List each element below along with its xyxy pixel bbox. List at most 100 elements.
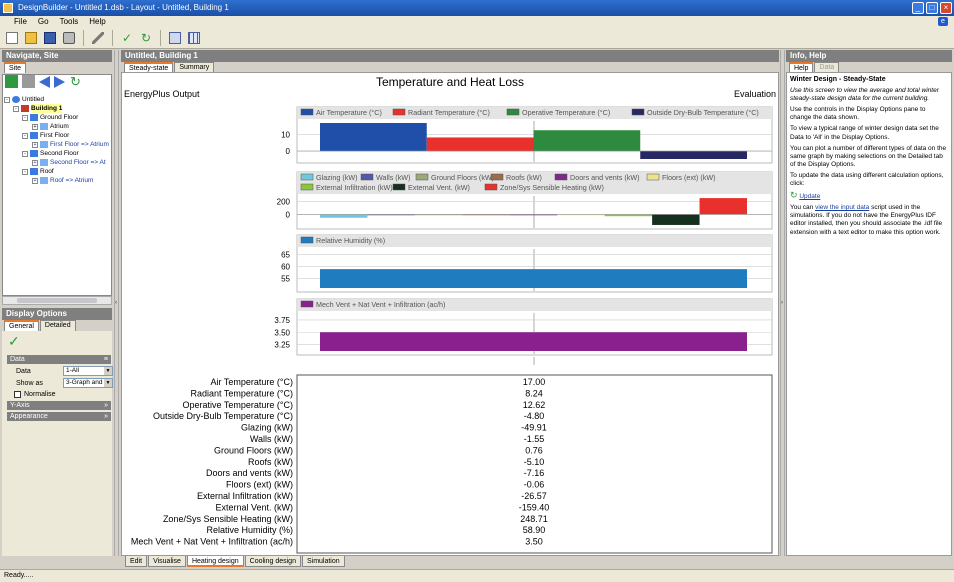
maximize-button[interactable]: □ — [926, 2, 938, 14]
bar — [320, 214, 368, 218]
section-y-axis[interactable]: Y-Axis» — [7, 401, 111, 410]
tab-summary[interactable]: Summary — [174, 62, 215, 73]
layout-button[interactable] — [167, 30, 183, 46]
grid-button[interactable] — [186, 30, 202, 46]
bar — [320, 123, 427, 152]
refresh-icon: ↻ — [140, 30, 152, 45]
y-tick-label: 60 — [281, 263, 290, 272]
site-tab-row: Site — [4, 62, 27, 73]
tab-steady-state[interactable]: Steady-state — [124, 62, 174, 73]
legend-swatch — [554, 173, 568, 181]
grid-icon — [188, 31, 200, 44]
chart-area: Temperature and Heat Loss EnergyPlus Outp… — [121, 72, 779, 556]
table-row-value: -4.80 — [524, 411, 545, 421]
minimize-button[interactable]: _ — [912, 2, 924, 14]
help-e-icon[interactable]: e — [938, 17, 948, 26]
check-button[interactable]: ✓ — [119, 30, 135, 46]
open-button[interactable] — [23, 30, 39, 46]
toolbar-separator — [83, 29, 84, 46]
tab-visualise[interactable]: Visualise — [148, 556, 186, 567]
new-file-icon — [6, 31, 18, 44]
chart-right-caption: Evaluation — [734, 89, 776, 99]
tab-detailed[interactable]: Detailed — [39, 320, 76, 331]
y-tick-label: 65 — [281, 251, 290, 260]
info-panel-title: Info, Help — [786, 50, 952, 62]
tab-general[interactable]: General — [4, 320, 39, 331]
tree-node-zone[interactable]: + Atrium — [32, 123, 69, 130]
table-row-value: -0.06 — [524, 480, 545, 490]
tab-cooling-design[interactable]: Cooling design — [244, 556, 301, 567]
right-splitter[interactable]: › — [780, 50, 785, 556]
menu-help[interactable]: Help — [89, 17, 106, 26]
legend-swatch — [484, 183, 498, 191]
help-intro: Use this screen to view the average and … — [790, 87, 939, 103]
scrollbar-thumb[interactable] — [17, 298, 97, 303]
go-up-icon[interactable] — [5, 75, 18, 88]
menu-go[interactable]: Go — [37, 17, 49, 26]
tree-node-block[interactable]: - Ground Floor — [4, 113, 109, 122]
tree-node-block[interactable]: - Second Floor — [4, 149, 109, 158]
update-link[interactable]: Update — [799, 193, 821, 201]
refresh-button[interactable]: ↻ — [138, 30, 154, 46]
show-as-select[interactable]: 3-Graph and t ▼ — [63, 378, 113, 388]
tools-button[interactable] — [90, 30, 106, 46]
view-input-data-link[interactable]: view the input data — [815, 204, 870, 212]
menu-file[interactable]: File — [14, 17, 27, 26]
normalise-checkbox[interactable] — [14, 391, 21, 398]
left-splitter[interactable]: ‹ — [114, 50, 119, 556]
dropdown-arrow-icon: ▼ — [104, 379, 112, 387]
chart-left-caption: EnergyPlus Output — [124, 89, 200, 99]
tree-node-zone[interactable]: + Roof => Atrium — [32, 177, 94, 184]
tab-edit[interactable]: Edit — [125, 556, 148, 567]
tree-node-block[interactable]: - Roof — [4, 167, 109, 176]
y-tick-label: 3.50 — [274, 328, 290, 337]
data-select[interactable]: 1-All ▼ — [63, 366, 113, 376]
y-tick-label: 3.25 — [274, 341, 290, 350]
window-title: DesignBuilder - Untitled 1.dsb - Layout … — [18, 3, 229, 12]
center-tabs: Steady-state Summary — [124, 62, 215, 73]
bar — [699, 198, 747, 215]
section-data[interactable]: Data ≡ — [7, 355, 111, 364]
refresh-icon[interactable]: ↻ — [70, 74, 81, 89]
tree-node-zone[interactable]: + Second Floor => At — [32, 159, 106, 166]
legend-swatch — [300, 108, 314, 116]
section-appearance[interactable]: Appearance» — [7, 412, 111, 421]
forward-arrow-icon[interactable] — [54, 75, 65, 88]
tree-node-site[interactable]: - Untitled — [4, 95, 109, 104]
y-tick-label: 0 — [286, 210, 291, 219]
close-button[interactable]: × — [940, 2, 952, 14]
tree-node-zone[interactable]: + First Floor => Atrium — [32, 141, 109, 148]
show-as-label: Show as — [16, 380, 43, 387]
display-options-title: Display Options — [2, 308, 112, 320]
zone-icon — [40, 159, 48, 166]
tree-horizontal-scrollbar[interactable] — [2, 296, 112, 305]
legend-swatch — [646, 173, 660, 181]
table-row-label: Doors and vents (kW) — [206, 468, 293, 478]
legend-label: Doors and vents (kW) — [570, 173, 640, 182]
site-tree: - Untitled - Building 1 - Ground Floor + Atr… — [4, 95, 109, 185]
new-file-button[interactable] — [4, 30, 20, 46]
save-button[interactable] — [42, 30, 58, 46]
table-row-value: 3.50 — [525, 537, 543, 547]
tab-simulation[interactable]: Simulation — [301, 556, 345, 567]
go-down-icon[interactable] — [22, 75, 35, 88]
tab-help[interactable]: Help — [789, 62, 814, 73]
legend-swatch — [300, 236, 314, 244]
tree-node-block[interactable]: - First Floor — [4, 131, 109, 140]
tree-node-building[interactable]: - Building 1 — [4, 104, 109, 113]
menu-bar: File Go Tools Help e — [0, 16, 954, 27]
table-row-label: Outside Dry-Bulb Temperature (°C) — [153, 411, 293, 421]
help-paragraph: To view a typical range of winter design… — [790, 125, 939, 141]
print-button[interactable] — [61, 30, 77, 46]
check-icon: ✓ — [121, 30, 133, 45]
tab-data[interactable]: Data — [814, 62, 840, 73]
apply-check-icon[interactable]: ✓ — [8, 333, 20, 349]
tab-site[interactable]: Site — [4, 62, 27, 73]
legend-label: Operative Temperature (°C) — [522, 108, 610, 117]
legend-label: Roofs (kW) — [506, 173, 542, 182]
y-tick-label: 200 — [277, 197, 291, 206]
tab-heating-design[interactable]: Heating design — [186, 556, 244, 567]
menu-tools[interactable]: Tools — [59, 17, 79, 26]
back-arrow-icon[interactable] — [39, 75, 50, 88]
bar — [509, 214, 558, 216]
